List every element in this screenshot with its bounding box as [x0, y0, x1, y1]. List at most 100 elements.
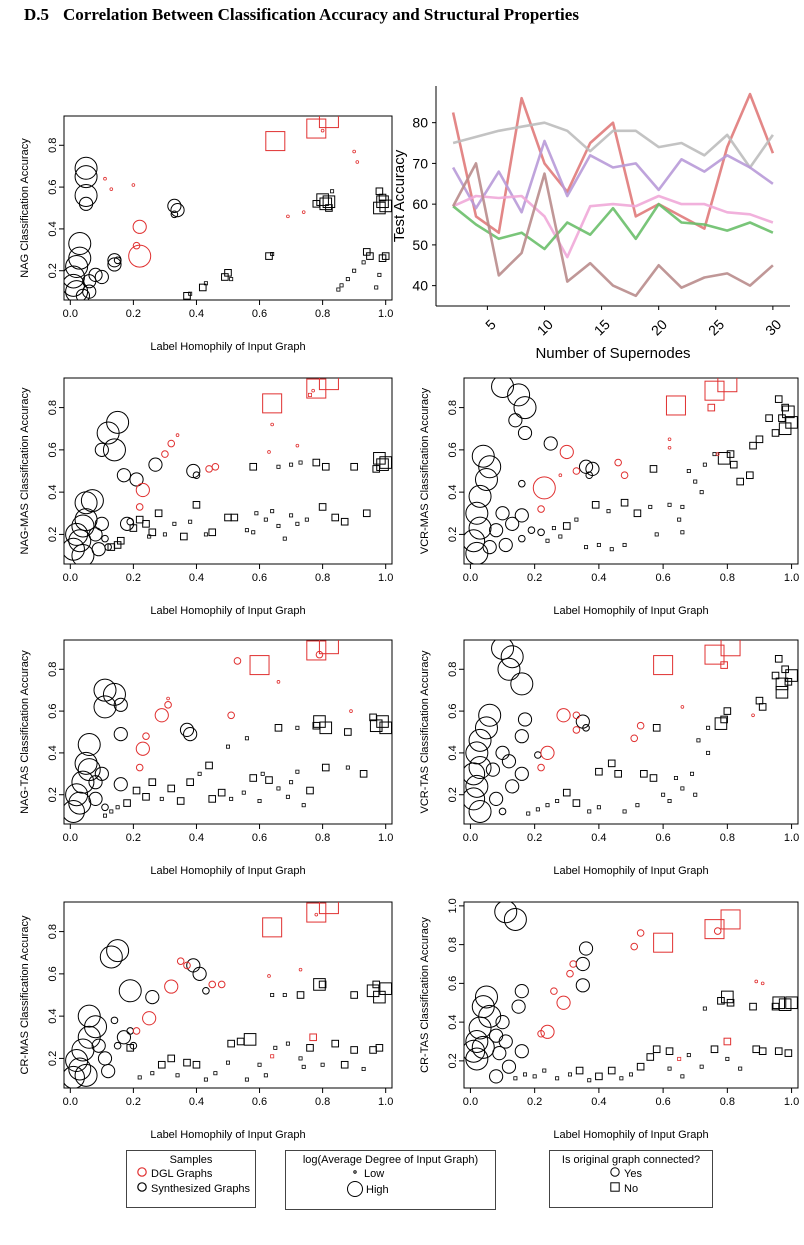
synth-square-point	[236, 1037, 245, 1046]
dgl-circle-point	[715, 452, 720, 456]
synth-circle-point	[126, 1027, 135, 1035]
section-heading: D.5 Correlation Between Classification Ac…	[24, 5, 579, 25]
synth-circle-point	[491, 378, 515, 398]
dgl-square-point	[720, 909, 741, 930]
dgl-circle-point	[132, 241, 141, 250]
synth-square-point	[649, 465, 658, 473]
synth-square-point	[295, 521, 300, 526]
y-tick-label: 0.2	[447, 527, 459, 542]
synth-square-point	[159, 796, 164, 801]
y-tick-label: 0.4	[447, 484, 459, 499]
dgl-square-point	[723, 1037, 732, 1046]
y-tick-label: 0.6	[447, 703, 459, 718]
synth-circle-point	[107, 257, 122, 272]
synth-square-point	[699, 490, 704, 495]
synth-square-point	[667, 1066, 672, 1071]
dgl-square-point	[707, 403, 716, 412]
dgl-circle-point	[270, 422, 274, 427]
synth-circle-point	[489, 1069, 504, 1084]
chart-lines: 40 50 60 70 80 5 10 15 20 25 30 Number of Supernode…	[391, 86, 790, 362]
synth-square-point	[746, 471, 754, 480]
synth-square-point	[555, 1076, 560, 1081]
x-tick-label: 0.2	[527, 572, 542, 584]
synth-square-point	[208, 795, 217, 803]
synth-square-point	[162, 532, 167, 537]
dgl-circle-point	[636, 929, 645, 937]
synth-circle-point	[471, 444, 495, 468]
synth-square-point	[774, 655, 783, 663]
synth-square-point	[205, 761, 213, 770]
dgl-circle-point	[167, 439, 176, 448]
x-tick-label: 1.0	[784, 572, 799, 584]
synth-circle-point	[510, 672, 534, 696]
dgl-circle-point	[295, 443, 300, 448]
synth-circle-point	[183, 726, 198, 742]
synth-circle-point	[465, 741, 489, 765]
synth-square-point	[321, 763, 330, 772]
synth-circle-point	[84, 1015, 108, 1039]
x-tick-label: 0.4	[189, 572, 204, 584]
synth-square-point	[289, 780, 294, 785]
synth-square-point	[175, 1073, 180, 1078]
synth-circle-point	[96, 421, 120, 445]
synth-square-point	[693, 792, 698, 797]
synth-circle-point	[148, 457, 163, 472]
synth-square-point	[257, 799, 262, 804]
synth-square-point	[312, 458, 321, 467]
synth-square-point	[614, 770, 622, 778]
dgl-circle-point	[754, 979, 759, 984]
synth-square-point	[115, 805, 120, 810]
y-tick-label: 0.2	[47, 1051, 59, 1066]
synth-circle-point	[129, 472, 144, 487]
synth-square-point	[176, 797, 185, 805]
synth-square-point	[167, 784, 176, 793]
synth-square-point	[359, 770, 368, 778]
y-tick-label: 0.4	[47, 221, 59, 236]
x-tick-label: 0.4	[591, 832, 606, 844]
synth-circle-point	[465, 774, 489, 798]
dgl-circle-point	[713, 927, 722, 935]
synth-square-point	[690, 771, 695, 776]
y-tick-label: 0.8	[47, 924, 59, 939]
synth-circle-point	[71, 544, 95, 564]
synth-square-point	[345, 277, 350, 282]
synth-circle-point	[503, 907, 527, 931]
synth-square-point	[535, 807, 540, 812]
synth-square-point	[636, 1062, 645, 1071]
synth-circle-point	[101, 803, 109, 812]
plot-frame	[63, 901, 393, 1089]
y-tick-label: 0.6	[47, 179, 59, 194]
synth-square-point	[377, 272, 382, 277]
dgl-circle-point	[217, 980, 226, 989]
synth-circle-point	[468, 1016, 492, 1040]
synth-circle-point	[492, 1046, 507, 1061]
points-layer	[464, 378, 798, 564]
synth-square-point	[680, 786, 685, 791]
synth-circle-point	[82, 284, 97, 299]
synth-square-point	[725, 1056, 730, 1061]
synth-square-point	[376, 195, 389, 209]
synth-circle-point	[585, 471, 594, 480]
legend-connected-yes: Yes	[606, 1166, 712, 1181]
synth-circle-point	[514, 1044, 529, 1059]
dgl-circle-point	[135, 503, 144, 511]
x-tick-label: 0.6	[655, 572, 670, 584]
synth-square-point	[640, 770, 648, 778]
synth-circle-point	[489, 523, 504, 538]
dgl-circle-point	[276, 680, 281, 684]
x-tick-label: 0.8	[720, 1096, 735, 1108]
dgl-circle-point	[132, 1027, 141, 1035]
synth-square-point	[752, 1045, 761, 1054]
synth-square-point	[635, 803, 640, 808]
x-tick-label: 25	[705, 316, 727, 338]
synth-square-point	[545, 803, 550, 808]
y-tick-label: 0.2	[447, 1053, 459, 1068]
synth-circle-point	[505, 516, 520, 531]
synth-square-point	[710, 1045, 719, 1054]
dgl-circle-point	[131, 183, 136, 187]
synth-square-point	[526, 811, 531, 816]
dgl-circle-point	[103, 176, 107, 181]
synth-square-point	[587, 809, 592, 814]
points-layer	[64, 902, 392, 1088]
synth-square-point	[532, 1074, 537, 1079]
